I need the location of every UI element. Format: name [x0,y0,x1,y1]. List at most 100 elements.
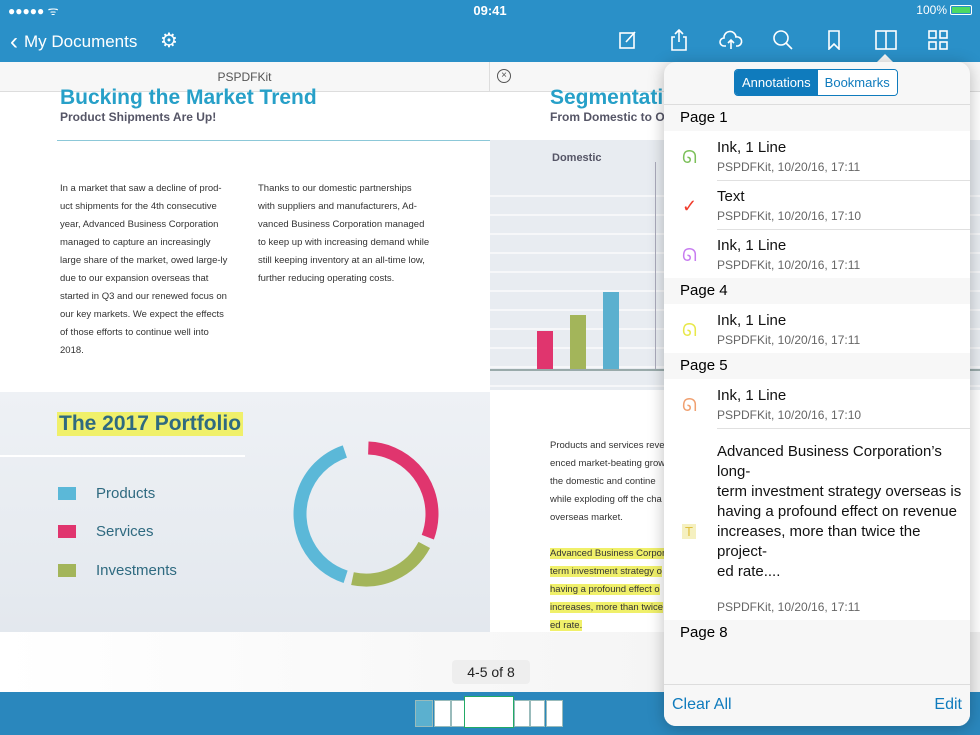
page-subtitle: From Domestic to Ov [550,110,672,124]
divider [57,140,490,141]
annotation-meta: PSPDFKit, 10/20/16, 17:11 [717,160,861,174]
popover-arrow [876,54,894,63]
outline-icon[interactable] [873,27,899,53]
annotation-row[interactable]: ᘏ Ink, 1 Line PSPDFKit, 10/20/16, 17:11 [664,304,970,353]
annotation-title: Ink, 1 Line [717,237,787,254]
popover-toolbar: Clear All Edit [664,684,970,726]
annotations-popover: Annotations Bookmarks Page 1 ᘏ Ink, 1 Line… [664,62,970,726]
highlighted-line: increases, more than twice [550,602,663,613]
text-line: Advanced Business Corpor [550,545,670,563]
section-header: Page 5 [664,353,970,379]
donut-products [293,441,439,587]
ink-icon: ᘏ [682,320,697,340]
battery-percent: 100% [916,3,947,17]
highlighted-line: term investment strategy o [550,566,662,577]
cloud-upload-icon[interactable] [718,27,744,53]
chart-label: Domestic [552,152,602,164]
navigation-bar: ●●●●● ᯤ 09:41 100% ‹ My Documents ⚙ [0,0,980,62]
chevron-left-icon: ‹ [10,28,18,55]
text-line: enced market-beating grow [550,458,666,469]
annotation-row[interactable]: ✓ Text PSPDFKit, 10/20/16, 17:10 [664,180,970,229]
text-line: term investment strategy o [550,563,670,581]
annotation-title: Ink, 1 Line [717,387,787,404]
thumbnail[interactable] [434,700,451,727]
legend-investments: Investments [58,562,177,579]
text-line: while exploding off the cha [550,494,662,505]
thumbnail[interactable] [415,700,433,727]
bar [537,331,553,369]
donut-services [293,441,439,587]
page-left: Bucking the Market Trend Product Shipmen… [0,86,490,632]
bookmark-icon[interactable] [821,27,847,53]
text-line: having a profound effect o [550,581,670,599]
status-time: 09:41 [473,3,507,18]
text-line: increases, more than twice [550,599,670,617]
annotation-title: Text [717,188,745,205]
text-column-2: Thanks to our domestic partnerships with… [258,183,430,284]
tab-annotations[interactable]: Annotations [735,70,818,95]
ink-icon: ᘏ [682,245,697,265]
page-subtitle: Product Shipments Are Up! [60,110,217,124]
legend-label: Products [96,485,156,502]
search-icon[interactable] [770,27,796,53]
highlighted-line: ed rate. [550,620,583,631]
annotate-icon[interactable] [615,27,641,53]
tab-bookmarks[interactable]: Bookmarks [817,70,897,95]
annotation-meta: PSPDFKit, 10/20/16, 17:10 [717,408,862,422]
page-indicator: 4-5 of 8 [452,660,530,684]
annotation-meta: PSPDFKit, 10/20/16, 17:10 [717,209,862,223]
annotation-row[interactable]: ᘏ Ink, 1 Line PSPDFKit, 10/20/16, 17:11 [664,229,970,278]
share-icon[interactable] [666,27,692,53]
text-line: overseas market. [550,512,623,523]
thumbnails-icon[interactable] [925,27,951,53]
clear-all-button[interactable]: Clear All [672,696,732,713]
thumbnail-current[interactable] [464,696,514,728]
thumbnail[interactable] [514,700,530,727]
annotation-title: Ink, 1 Line [717,312,787,329]
annotation-title: Advanced Business Corporation’s long- te… [717,443,962,580]
donut-investments [293,441,439,587]
page-title: Bucking the Market Trend [60,86,317,109]
portfolio-section: The 2017 Portfolio Products Services Inv… [0,392,490,632]
annotation-list[interactable]: Page 1 ᘏ Ink, 1 Line PSPDFKit, 10/20/16, 17… [664,104,970,684]
signal-wifi-indicator: ●●●●● ᯤ [8,4,59,18]
back-label: My Documents [24,32,138,51]
thumbnail[interactable] [530,700,545,727]
section-header: Page 8 [664,620,970,646]
section-header: Page 4 [664,278,970,304]
highlighted-paragraph: Advanced Business Corpor term investment … [550,545,670,635]
close-tab-icon[interactable]: × [497,69,511,83]
thumbnail[interactable] [546,700,563,727]
text-line: Products and services reve [550,440,665,451]
right-paragraph: Products and services reve enced market-b… [550,437,670,527]
section-header: Page 1 [664,105,970,131]
bar [570,315,586,369]
legend-label: Services [96,523,154,540]
edit-button[interactable]: Edit [934,696,962,713]
highlighted-line: Advanced Business Corpor [550,548,666,559]
checkmark-icon: ✓ [682,196,698,216]
settings-icon[interactable]: ⚙ [160,30,178,52]
highlight-text-icon: T [682,524,696,539]
text-line: the domestic and contine [550,476,656,487]
annotation-row[interactable]: ᘏ Ink, 1 Line PSPDFKit, 10/20/16, 17:10 [664,379,970,428]
portfolio-title: The 2017 Portfolio [57,412,244,436]
text-line: ed rate. [550,617,670,635]
annotation-meta: PSPDFKit, 10/20/16, 17:11 [717,333,861,347]
ink-icon: ᘏ [682,395,697,415]
legend-services: Services [58,523,154,540]
page-title: Segmentati [550,86,664,109]
divider [0,455,245,457]
segmented-control: Annotations Bookmarks [734,69,898,96]
annotation-row[interactable]: T Advanced Business Corporation’s long- t… [664,428,970,620]
annotation-meta: PSPDFKit, 10/20/16, 17:11 [717,600,861,614]
highlighted-line: having a profound effect o [550,584,660,595]
annotation-meta: PSPDFKit, 10/20/16, 17:11 [717,258,861,272]
legend-products: Products [58,485,155,502]
text-column-1: In a market that saw a decline of prod-u… [60,183,228,356]
battery-icon [950,5,972,15]
legend-label: Investments [96,562,177,579]
back-button[interactable]: ‹ My Documents [10,28,137,56]
tab-pspdfkit[interactable]: PSPDFKit [0,62,490,92]
annotation-row[interactable]: ᘏ Ink, 1 Line PSPDFKit, 10/20/16, 17:11 [664,131,970,180]
